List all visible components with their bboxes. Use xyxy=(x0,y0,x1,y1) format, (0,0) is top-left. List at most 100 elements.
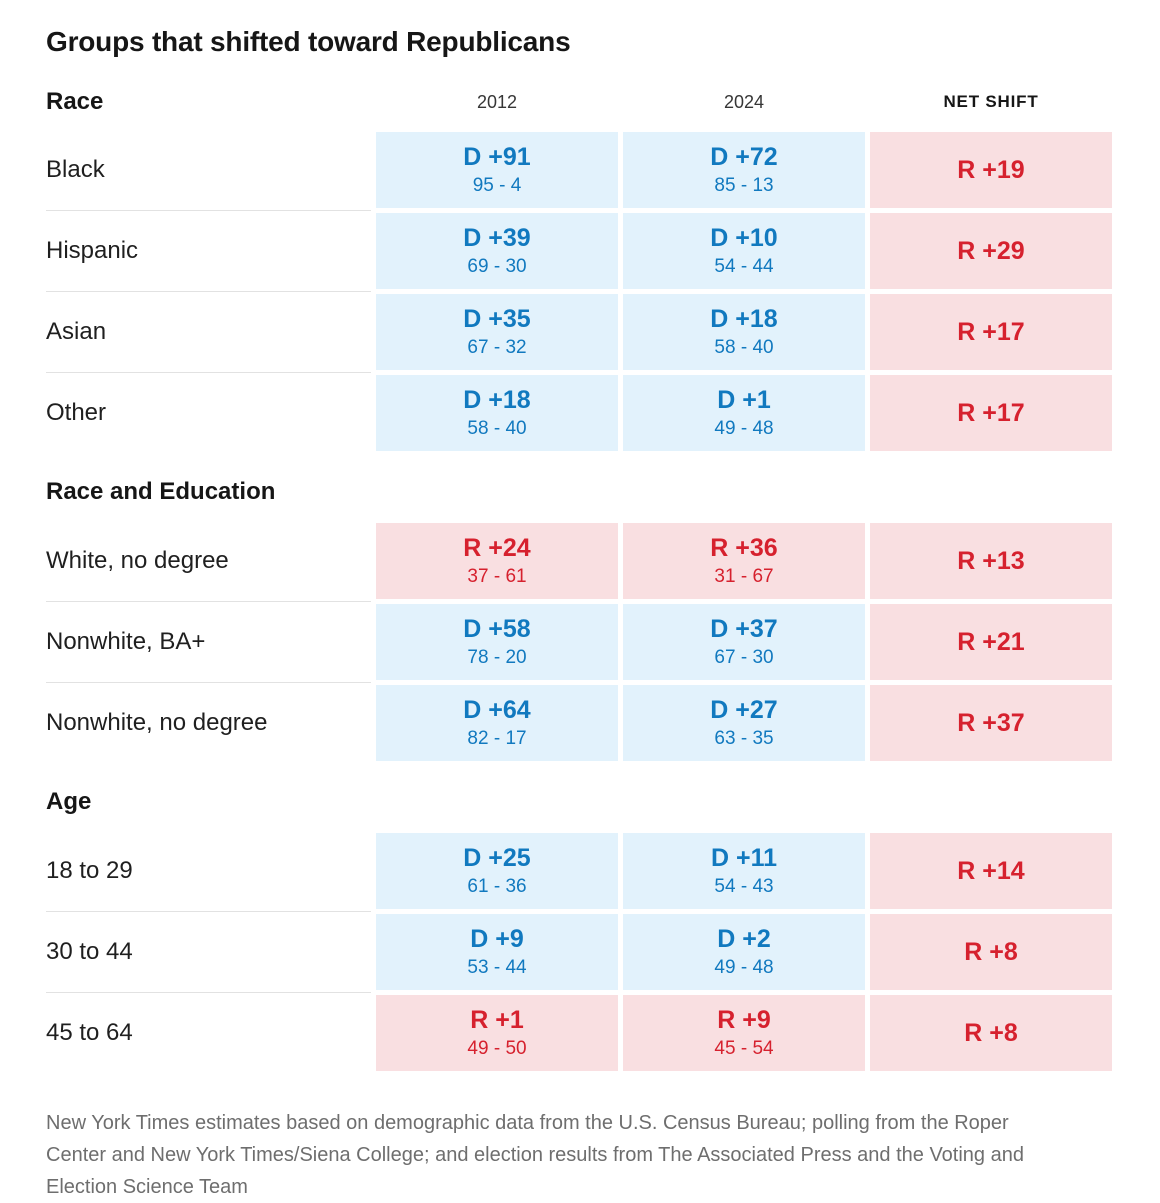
cell-2012: D +91 95 - 4 xyxy=(376,132,618,208)
table-row: 45 to 64 R +1 49 - 50 R +9 45 - 54 R +8 xyxy=(46,992,1112,1071)
cell-value: D +37 xyxy=(710,614,778,643)
row-label: 45 to 64 xyxy=(46,992,371,1071)
source-note-line: Election Science Team xyxy=(46,1176,248,1198)
net-value: R +8 xyxy=(964,1018,1018,1047)
cell-value: R +24 xyxy=(463,533,531,562)
cell-detail: 58 - 40 xyxy=(714,337,774,359)
chart-title: Groups that shifted toward Republicans xyxy=(46,26,571,57)
cell-2024: R +36 31 - 67 xyxy=(623,523,865,599)
cell-value: D +10 xyxy=(710,223,778,252)
cell-detail: 45 - 54 xyxy=(714,1038,774,1060)
cell-value: D +35 xyxy=(463,304,531,333)
cell-value: D +72 xyxy=(710,142,778,171)
cell-detail: 78 - 20 xyxy=(467,647,527,669)
cell-value: D +39 xyxy=(463,223,531,252)
cell-2024: D +72 85 - 13 xyxy=(623,132,865,208)
net-value: R +19 xyxy=(957,155,1025,184)
cell-net-shift: R +17 xyxy=(870,294,1112,370)
cell-detail: 54 - 43 xyxy=(714,876,774,898)
cell-net-shift: R +19 xyxy=(870,132,1112,208)
cell-value: D +9 xyxy=(470,924,524,953)
table-section: Race and Education White, no degree R +2… xyxy=(46,477,1112,761)
cell-detail: 53 - 44 xyxy=(467,957,527,979)
cell-value: R +36 xyxy=(710,533,778,562)
cell-2012: D +25 61 - 36 xyxy=(376,833,618,909)
net-value: R +13 xyxy=(957,546,1025,575)
row-label: Other xyxy=(46,372,371,451)
cell-value: D +2 xyxy=(717,924,771,953)
cell-value: D +11 xyxy=(710,843,778,872)
cell-2012: D +64 82 - 17 xyxy=(376,685,618,761)
net-value: R +17 xyxy=(957,317,1025,346)
net-value: R +21 xyxy=(957,627,1025,656)
cell-detail: 61 - 36 xyxy=(467,876,527,898)
cell-detail: 63 - 35 xyxy=(714,728,774,750)
cell-detail: 67 - 30 xyxy=(714,647,774,669)
section-rows: White, no degree R +24 37 - 61 R +36 31 … xyxy=(46,523,1112,761)
row-label: Black xyxy=(46,156,105,183)
cell-2012: R +1 49 - 50 xyxy=(376,995,618,1071)
cell-value: D +25 xyxy=(463,843,531,872)
net-value: R +14 xyxy=(957,856,1025,885)
cell-net-shift: R +17 xyxy=(870,375,1112,451)
source-note: New York Times estimates based on demogr… xyxy=(46,1107,1112,1203)
cell-2012: D +39 69 - 30 xyxy=(376,213,618,289)
net-value: R +8 xyxy=(964,937,1018,966)
cell-2024: D +18 58 - 40 xyxy=(623,294,865,370)
cell-2024: D +11 54 - 43 xyxy=(623,833,865,909)
cell-2012: D +35 67 - 32 xyxy=(376,294,618,370)
column-header-2012: 2012 xyxy=(476,91,518,112)
column-header-2024: 2024 xyxy=(723,91,765,112)
cell-value: D +91 xyxy=(463,142,531,171)
cell-2024: D +37 67 - 30 xyxy=(623,604,865,680)
cell-net-shift: R +37 xyxy=(870,685,1112,761)
row-label: Asian xyxy=(46,291,371,370)
row-label: 18 to 29 xyxy=(46,857,133,884)
cell-detail: 82 - 17 xyxy=(467,728,527,750)
table-row: Nonwhite, BA+ D +58 78 - 20 D +37 67 - 3… xyxy=(46,601,1112,680)
table-row: Asian D +35 67 - 32 D +18 58 - 40 R +17 xyxy=(46,291,1112,370)
cell-detail: 49 - 48 xyxy=(714,957,774,979)
row-label: Nonwhite, BA+ xyxy=(46,601,371,680)
net-value: R +17 xyxy=(957,398,1025,427)
table-section: Black D +91 95 - 4 D +72 85 - 13 R +19 H… xyxy=(46,132,1112,451)
row-label: Nonwhite, no degree xyxy=(46,682,371,761)
table-row: Other D +18 58 - 40 D +1 49 - 48 R +17 xyxy=(46,372,1112,451)
section-header: Age xyxy=(46,788,92,815)
cell-net-shift: R +8 xyxy=(870,995,1112,1071)
row-label: White, no degree xyxy=(46,547,229,574)
section-rows: 18 to 29 D +25 61 - 36 D +11 54 - 43 R +… xyxy=(46,833,1112,1071)
cell-2024: R +9 45 - 54 xyxy=(623,995,865,1071)
table-row: Black D +91 95 - 4 D +72 85 - 13 R +19 xyxy=(46,132,1112,208)
cell-value: D +58 xyxy=(463,614,531,643)
cell-value: D +18 xyxy=(463,385,531,414)
cell-net-shift: R +21 xyxy=(870,604,1112,680)
cell-value: D +1 xyxy=(717,385,771,414)
cell-net-shift: R +14 xyxy=(870,833,1112,909)
table-row: Nonwhite, no degree D +64 82 - 17 D +27 … xyxy=(46,682,1112,761)
cell-2024: D +10 54 - 44 xyxy=(623,213,865,289)
row-label: Hispanic xyxy=(46,210,371,289)
table-row: Hispanic D +39 69 - 30 D +10 54 - 44 R +… xyxy=(46,210,1112,289)
cell-detail: 85 - 13 xyxy=(714,175,774,197)
table-section: Age 18 to 29 D +25 61 - 36 D +11 54 - 43… xyxy=(46,787,1112,1071)
cell-2012: D +9 53 - 44 xyxy=(376,914,618,990)
cell-2024: D +27 63 - 35 xyxy=(623,685,865,761)
column-header-race: Race xyxy=(46,88,104,115)
section-header: Race and Education xyxy=(46,478,276,505)
net-value: R +37 xyxy=(957,708,1025,737)
sections: Black D +91 95 - 4 D +72 85 - 13 R +19 H… xyxy=(46,132,1112,1071)
cell-value: D +64 xyxy=(463,695,531,724)
cell-value: R +1 xyxy=(470,1005,524,1034)
cell-2012: D +18 58 - 40 xyxy=(376,375,618,451)
cell-2012: D +58 78 - 20 xyxy=(376,604,618,680)
cell-value: D +27 xyxy=(710,695,778,724)
net-value: R +29 xyxy=(957,236,1025,265)
cell-value: R +9 xyxy=(717,1005,771,1034)
cell-2024: D +1 49 - 48 xyxy=(623,375,865,451)
cell-net-shift: R +13 xyxy=(870,523,1112,599)
cell-2024: D +2 49 - 48 xyxy=(623,914,865,990)
table-row: 18 to 29 D +25 61 - 36 D +11 54 - 43 R +… xyxy=(46,833,1112,909)
source-note-line: Center and New York Times/Siena College;… xyxy=(46,1144,1024,1166)
